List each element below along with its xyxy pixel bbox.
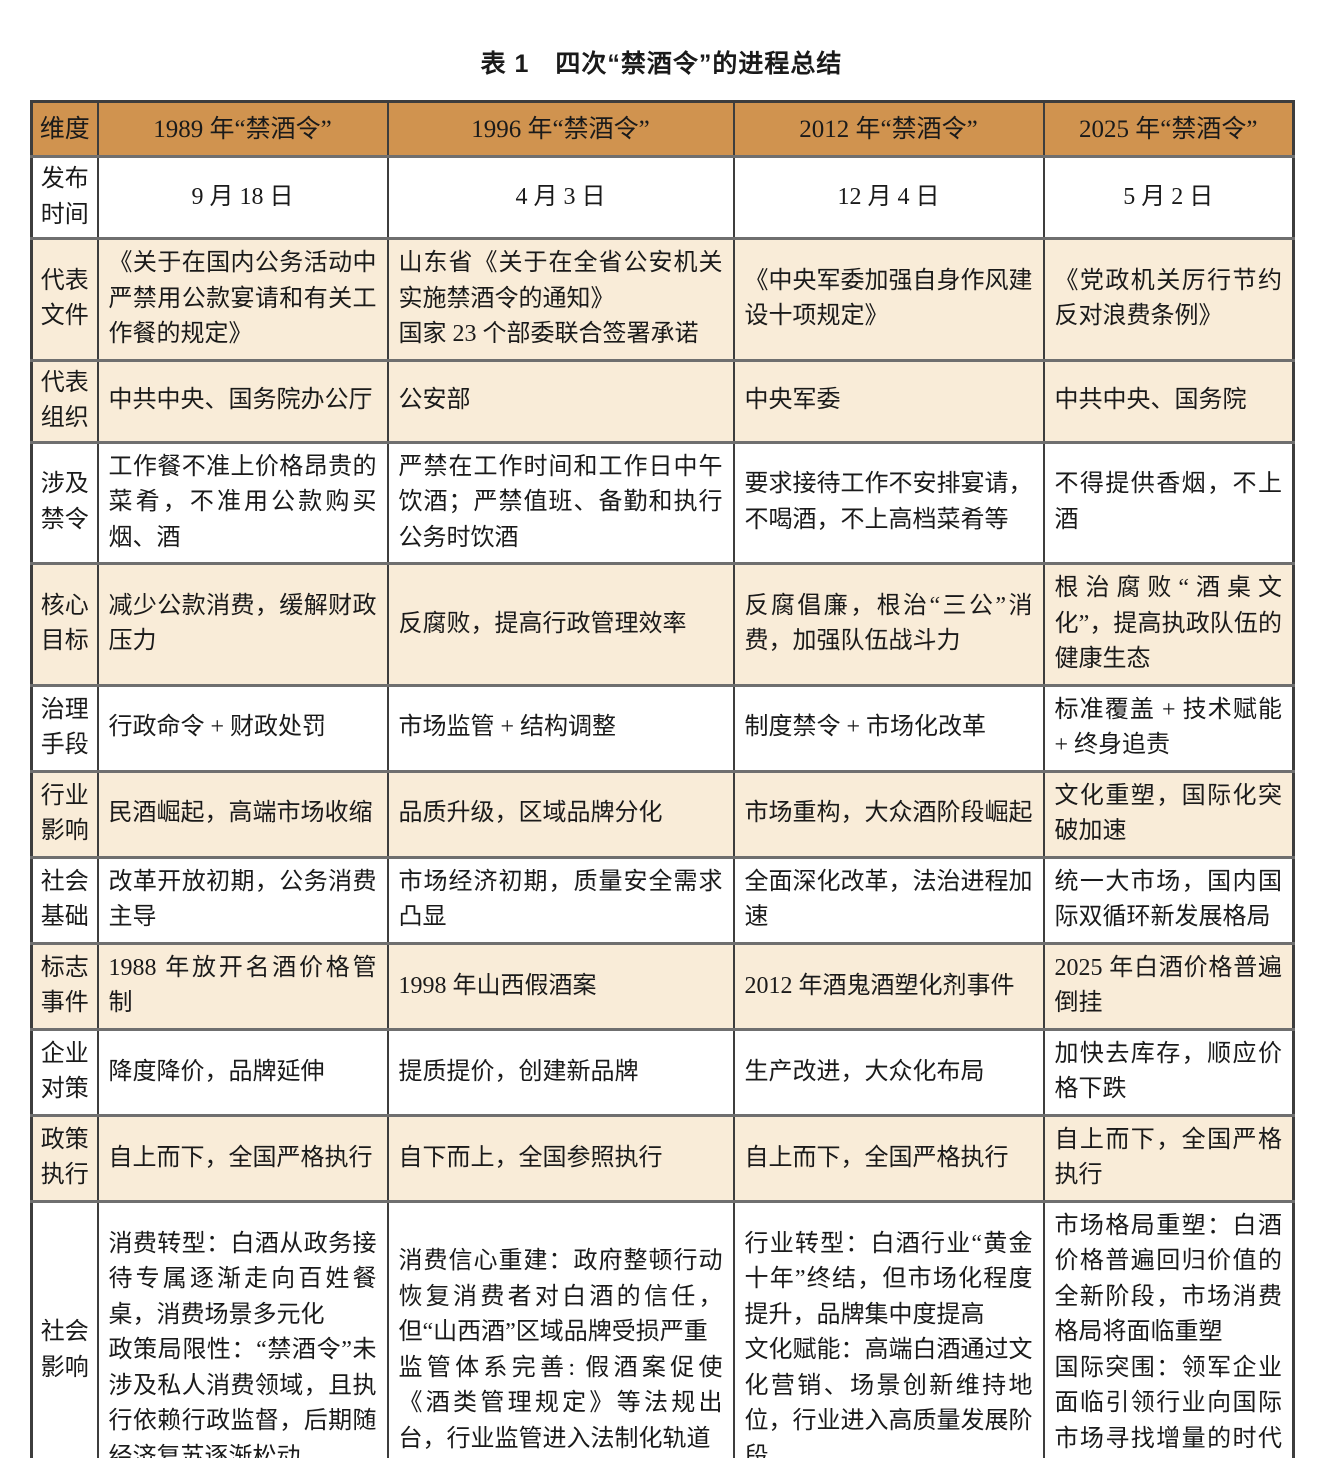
table-cell: 《党政机关厉行节约反对浪费条例》 [1042,237,1295,362]
column-header-dimension: 维度 [30,100,99,158]
table-cell: 反腐败，提高行政管理效率 [386,562,735,687]
row-label: 核心目标 [30,562,99,687]
table-cell: 4 月 3 日 [386,154,735,240]
row-label: 治理手段 [30,683,99,773]
table-cell: 工作餐不准上价格昂贵的菜肴，不准用公款购买烟、酒 [96,440,389,565]
table-row-governance-means: 治理手段 行政命令 + 财政处罚 市场监管 + 结构调整 制度禁令 + 市场化改… [30,683,1295,773]
table-row-representative-organization: 代表组织 中共中央、国务院办公厅 公安部 中央军委 中共中央、国务院 [30,358,1295,444]
table-cell: 《关于在国内公务活动中严禁用公款宴请和有关工作餐的规定》 [96,237,389,362]
table-cell: 中共中央、国务院办公厅 [96,358,389,444]
table-row-enterprise-response: 企业对策 降度降价，品牌延伸 提质提价，创建新品牌 生产改进，大众化布局 加快去… [30,1027,1295,1117]
table-cell: 提质提价，创建新品牌 [386,1027,735,1117]
table-row-social-foundation: 社会基础 改革开放初期，公务消费主导 市场经济初期，质量安全需求凸显 全面深化改… [30,855,1295,945]
table-row-landmark-event: 标志事件 1988 年放开名酒价格管制 1998 年山西假酒案 2012 年酒鬼… [30,941,1295,1031]
row-label: 标志事件 [30,941,99,1031]
prohibition-comparison-table: 维度 1989 年“禁酒令” 1996 年“禁酒令” 2012 年“禁酒令” 2… [30,100,1295,1458]
table-cell: 自上而下，全国严格执行 [96,1113,389,1203]
table-cell: 要求接待工作不安排宴请，不喝酒，不上高档菜肴等 [732,440,1045,565]
table-row-representative-document: 代表文件 《关于在国内公务活动中严禁用公款宴请和有关工作餐的规定》 山东省《关于… [30,237,1295,362]
table-cell: 市场格局重塑：白酒价格普遍回归价值的全新阶段，市场消费格局将面临重塑 国际突围：… [1042,1199,1295,1458]
table-cell: 反腐倡廉，根治“三公”消费，加强队伍战斗力 [732,562,1045,687]
table-row-policy-execution: 政策执行 自上而下，全国严格执行 自下而上，全国参照执行 自上而下，全国严格执行… [30,1113,1295,1203]
table-cell: 自上而下，全国严格执行 [732,1113,1045,1203]
table-cell: 制度禁令 + 市场化改革 [732,683,1045,773]
table-cell: 消费信心重建：政府整顿行动恢复消费者对白酒的信任，但“山西酒”区域品牌受损严重 … [386,1199,735,1458]
table-cell: 2012 年酒鬼酒塑化剂事件 [732,941,1045,1031]
table-cell: 降度降价，品牌延伸 [96,1027,389,1117]
row-label: 涉及禁令 [30,440,99,565]
table-cell: 山东省《关于在全省公安机关实施禁酒令的通知》 国家 23 个部委联合签署承诺 [386,237,735,362]
table-cell: 加快去库存，顺应价格下跌 [1042,1027,1295,1117]
table-row-industry-impact: 行业影响 民酒崛起，高端市场收缩 品质升级，区域品牌分化 市场重构，大众酒阶段崛… [30,769,1295,859]
column-header-2025: 2025 年“禁酒令” [1042,100,1295,158]
row-label: 行业影响 [30,769,99,859]
column-header-1996: 1996 年“禁酒令” [386,100,735,158]
column-header-2012: 2012 年“禁酒令” [732,100,1045,158]
table-row-social-impact: 社会影响 消费转型：白酒从政务接待专属逐渐走向百姓餐桌，消费场景多元化 政策局限… [30,1199,1295,1458]
table-cell: 品质升级，区域品牌分化 [386,769,735,859]
table-cell: 市场监管 + 结构调整 [386,683,735,773]
row-label: 代表文件 [30,237,99,362]
row-label: 政策执行 [30,1113,99,1203]
table-cell: 减少公款消费，缓解财政压力 [96,562,389,687]
table-cell: 统一大市场，国内国际双循环新发展格局 [1042,855,1295,945]
column-header-1989: 1989 年“禁酒令” [96,100,389,158]
table-cell: 自下而上，全国参照执行 [386,1113,735,1203]
table-cell: 9 月 18 日 [96,154,389,240]
table-cell: 市场经济初期，质量安全需求凸显 [386,855,735,945]
table-cell: 根治腐败“酒桌文化”，提高执政队伍的健康生态 [1042,562,1295,687]
table-title: 表 1 四次“禁酒令”的进程总结 [480,50,843,78]
table-cell: 消费转型：白酒从政务接待专属逐渐走向百姓餐桌，消费场景多元化 政策局限性：“禁酒… [96,1199,389,1458]
table-cell: 5 月 2 日 [1042,154,1295,240]
table-cell: 文化重塑，国际化突破加速 [1042,769,1295,859]
table-row-bans-involved: 涉及禁令 工作餐不准上价格昂贵的菜肴，不准用公款购买烟、酒 严禁在工作时间和工作… [30,440,1295,565]
table-row-release-date: 发布时间 9 月 18 日 4 月 3 日 12 月 4 日 5 月 2 日 [30,154,1295,240]
table-cell: 自上而下，全国严格执行 [1042,1113,1295,1203]
table-cell: 民酒崛起，高端市场收缩 [96,769,389,859]
table-cell: 公安部 [386,358,735,444]
table-cell: 严禁在工作时间和工作日中午饮酒；严禁值班、备勤和执行公务时饮酒 [386,440,735,565]
row-label: 代表组织 [30,358,99,444]
table-cell: 全面深化改革，法治进程加速 [732,855,1045,945]
row-label: 社会影响 [30,1199,99,1458]
table-cell: 改革开放初期，公务消费主导 [96,855,389,945]
table-cell: 生产改进，大众化布局 [732,1027,1045,1117]
table-cell: 1988 年放开名酒价格管制 [96,941,389,1031]
table-cell: 中共中央、国务院 [1042,358,1295,444]
table-cell: 12 月 4 日 [732,154,1045,240]
row-label: 社会基础 [30,855,99,945]
header-row: 维度 1989 年“禁酒令” 1996 年“禁酒令” 2012 年“禁酒令” 2… [30,100,1295,158]
table-row-core-goal: 核心目标 减少公款消费，缓解财政压力 反腐败，提高行政管理效率 反腐倡廉，根治“… [30,562,1295,687]
table-cell: 2025 年白酒价格普遍倒挂 [1042,941,1295,1031]
row-label: 发布时间 [30,154,99,240]
row-label: 企业对策 [30,1027,99,1117]
table-cell: 市场重构，大众酒阶段崛起 [732,769,1045,859]
table-cell: 中央军委 [732,358,1045,444]
table-cell: 标准覆盖 + 技术赋能 + 终身追责 [1042,683,1295,773]
table-cell: 行政命令 + 财政处罚 [96,683,389,773]
table-cell: 不得提供香烟，不上酒 [1042,440,1295,565]
table-cell: 行业转型：白酒行业“黄金十年”终结，但市场化程度提升，品牌集中度提高 文化赋能：… [732,1199,1045,1458]
table-cell: 1998 年山西假酒案 [386,941,735,1031]
table-cell: 《中央军委加强自身作风建设十项规定》 [732,237,1045,362]
